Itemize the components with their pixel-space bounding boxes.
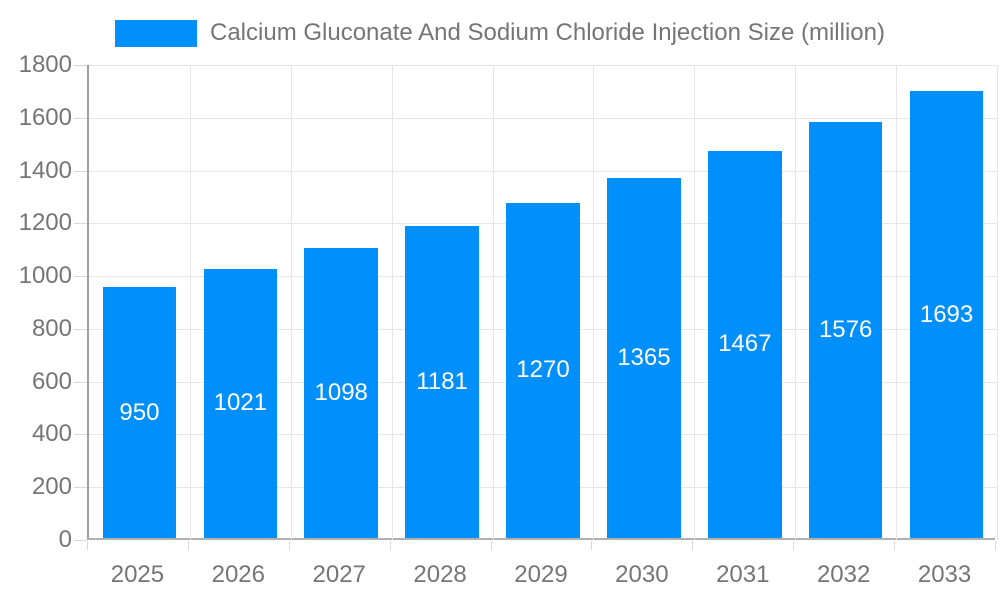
bar-value-label: 1467 [718, 330, 772, 358]
bar-value-label: 1270 [516, 356, 570, 384]
bar[interactable]: 1181 [405, 226, 479, 538]
x-tick [692, 541, 694, 550]
x-gridline [290, 65, 292, 540]
y-axis-label: 0 [58, 526, 72, 553]
y-tick [74, 328, 87, 330]
x-axis-label: 2033 [917, 561, 972, 588]
x-axis-label: 2029 [514, 561, 568, 588]
x-tick [87, 541, 88, 550]
y-gridline [89, 170, 997, 172]
y-tick [74, 381, 87, 383]
bar[interactable]: 1365 [607, 177, 681, 538]
x-gridline [997, 65, 998, 540]
x-tick [389, 541, 391, 550]
y-tick [74, 65, 87, 66]
legend-label: Calcium Gluconate And Sodium Chloride In… [210, 19, 885, 46]
y-tick [74, 223, 87, 225]
x-gridline [694, 65, 696, 540]
x-tick [591, 541, 593, 550]
x-axis-label: 2027 [312, 561, 366, 588]
y-axis-label: 800 [31, 314, 72, 342]
x-tick [995, 541, 996, 550]
x-gridline [492, 65, 494, 540]
y-axis-label: 1600 [18, 103, 72, 131]
y-tick [74, 117, 87, 119]
legend-item[interactable]: Calcium Gluconate And Sodium Chloride In… [0, 13, 1000, 53]
y-axis-label: 1400 [18, 156, 72, 184]
y-tick [74, 434, 87, 436]
y-axis-label: 400 [31, 420, 72, 448]
bar-value-label: 1181 [416, 368, 468, 396]
y-tick [74, 170, 87, 172]
legend-swatch [115, 19, 197, 47]
y-axis-label: 1800 [18, 51, 72, 78]
y-tick [74, 276, 87, 278]
y-gridline [89, 65, 997, 66]
x-tick [793, 541, 795, 550]
x-tick [490, 541, 492, 550]
x-gridline [189, 65, 191, 540]
y-axis-label: 200 [31, 473, 72, 501]
bar-value-label: 950 [119, 398, 160, 426]
x-gridline [896, 65, 898, 540]
bar-value-label: 1576 [818, 316, 873, 344]
y-tick [74, 487, 87, 489]
y-axis-label: 1200 [18, 209, 72, 237]
bar[interactable]: 1270 [506, 202, 580, 538]
bar[interactable]: 1467 [707, 150, 782, 538]
x-gridline [795, 65, 797, 540]
y-tick [74, 540, 87, 541]
bar-value-label: 1098 [314, 379, 368, 407]
bar-value-label: 1021 [213, 389, 268, 417]
x-axis-label: 2032 [816, 561, 871, 588]
bar[interactable]: 1098 [304, 248, 379, 538]
y-axis-label: 1000 [18, 262, 72, 290]
bar[interactable]: 950 [102, 287, 177, 538]
bar-value-label: 1365 [617, 343, 671, 371]
x-axis-label: 2030 [615, 561, 669, 588]
bar[interactable]: 1576 [808, 122, 883, 538]
bar[interactable]: 1021 [203, 268, 278, 538]
bar[interactable]: 1693 [909, 91, 984, 538]
x-tick [187, 541, 189, 550]
plot-area: 950 1021 1098 1181 1270 1365 1467 1576 1693 [87, 65, 998, 540]
y-axis-label: 600 [31, 367, 72, 395]
x-axis-label: 2028 [413, 561, 467, 588]
x-tick [894, 541, 896, 550]
x-tick [288, 541, 290, 550]
x-gridline [391, 65, 393, 540]
x-axis-label: 2025 [110, 561, 165, 588]
x-gridline [593, 65, 595, 540]
x-axis-label: 2031 [716, 561, 770, 588]
y-gridline [89, 117, 997, 119]
x-axis-label: 2026 [211, 561, 265, 588]
bar-value-label: 1693 [919, 300, 974, 328]
